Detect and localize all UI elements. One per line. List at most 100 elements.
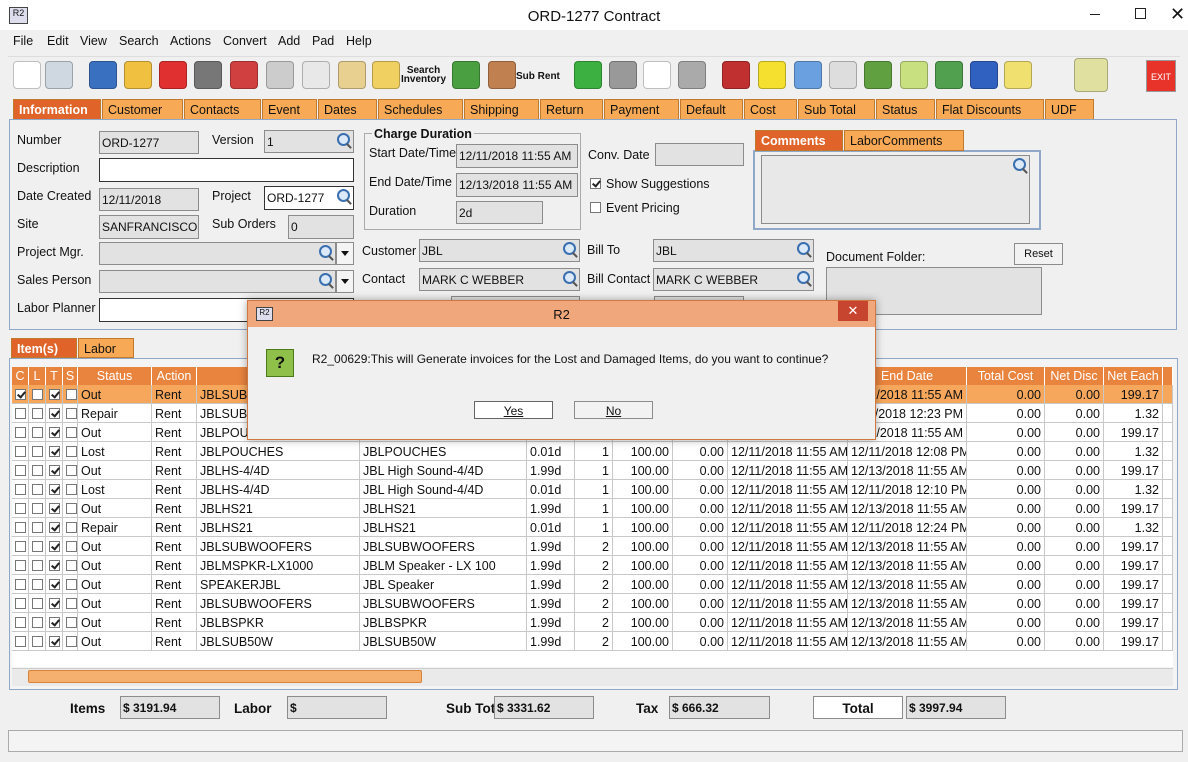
table-cell[interactable]: 2	[575, 556, 613, 575]
menu-item[interactable]: View	[80, 34, 107, 48]
row-checkbox[interactable]	[15, 427, 26, 438]
toolbar-icon[interactable]	[266, 61, 294, 89]
table-cell[interactable]: 1/2018 12:23 PM	[848, 404, 967, 423]
row-checkbox[interactable]	[49, 446, 60, 457]
table-cell[interactable]: Rent	[152, 442, 197, 461]
table-cell[interactable]: Out	[78, 423, 152, 442]
table-cell[interactable]: 0.00	[1045, 613, 1104, 632]
table-cell[interactable]: 0.00	[1045, 632, 1104, 651]
table-cell[interactable]: 12/13/2018 11:55 AM	[848, 461, 967, 480]
table-cell[interactable]: 0.01d	[527, 518, 575, 537]
table-cell[interactable]: 0.00	[967, 613, 1045, 632]
menu-item[interactable]: Pad	[312, 34, 335, 48]
row-checkbox[interactable]	[15, 446, 26, 457]
table-cell[interactable]: SPEAKERJBL	[197, 575, 360, 594]
table-cell[interactable]: 12/11/2018 12:08 PM	[848, 442, 967, 461]
row-checkbox[interactable]	[15, 484, 26, 495]
table-cell[interactable]: 0.01d	[527, 442, 575, 461]
table-cell[interactable]: 100.00	[613, 537, 673, 556]
contact-field[interactable]: MARK C WEBBER	[419, 268, 580, 291]
table-cell[interactable]: 0.00	[967, 632, 1045, 651]
customer-field[interactable]: JBL	[419, 239, 580, 262]
table-cell[interactable]: 12/11/2018 11:55 AM	[728, 461, 848, 480]
table-cell[interactable]: 1.99d	[527, 461, 575, 480]
toolbar-icon[interactable]	[722, 61, 750, 89]
tab[interactable]: Item(s)	[11, 338, 77, 358]
end-date-field[interactable]: 12/13/2018 11:55 AM	[456, 173, 578, 197]
table-cell[interactable]: Rent	[152, 613, 197, 632]
reset-button[interactable]: Reset	[1014, 243, 1063, 265]
dropdown-button[interactable]	[336, 270, 354, 293]
row-checkbox[interactable]	[66, 560, 77, 571]
table-cell[interactable]: 12/11/2018 11:55 AM	[728, 518, 848, 537]
row-checkbox[interactable]	[49, 522, 60, 533]
tab[interactable]: UDF	[1045, 99, 1094, 120]
table-cell[interactable]: 199.17	[1104, 632, 1163, 651]
column-header[interactable]: End Date	[848, 367, 967, 385]
sales-person-field[interactable]	[99, 270, 336, 293]
toolbar-icon[interactable]	[372, 61, 400, 89]
row-checkbox[interactable]	[66, 427, 77, 438]
row-checkbox[interactable]	[66, 598, 77, 609]
menu-item[interactable]: Edit	[47, 34, 69, 48]
table-cell[interactable]: 199.17	[1104, 575, 1163, 594]
table-cell[interactable]: JBLHS21	[360, 499, 527, 518]
row-checkbox[interactable]	[49, 503, 60, 514]
toolbar-icon[interactable]	[488, 61, 516, 89]
project-field[interactable]: ORD-1277	[264, 186, 354, 210]
table-cell[interactable]: 0.00	[673, 556, 728, 575]
table-cell[interactable]: 100.00	[613, 594, 673, 613]
table-cell[interactable]: Out	[78, 632, 152, 651]
row-checkbox[interactable]	[32, 389, 43, 400]
table-cell[interactable]: 1.99d	[527, 499, 575, 518]
sub-rent-button[interactable]: Sub Rent	[516, 71, 560, 82]
toolbar-icon[interactable]	[758, 61, 786, 89]
row-checkbox[interactable]	[66, 446, 77, 457]
table-cell[interactable]: 0.00	[673, 613, 728, 632]
scroll-thumb[interactable]	[28, 670, 422, 683]
table-cell[interactable]: Rent	[152, 423, 197, 442]
table-cell[interactable]: 0.00	[673, 594, 728, 613]
row-checkbox[interactable]	[15, 465, 26, 476]
table-cell[interactable]: Rent	[152, 556, 197, 575]
table-cell[interactable]: 1.99d	[527, 537, 575, 556]
tab[interactable]: Status	[876, 99, 935, 120]
table-cell[interactable]: 0.00	[1045, 518, 1104, 537]
row-checkbox[interactable]	[49, 541, 60, 552]
table-cell[interactable]: JBL High Sound-4/4D	[360, 461, 527, 480]
column-header[interactable]: L	[29, 367, 46, 385]
table-cell[interactable]: JBLHS21	[197, 499, 360, 518]
table-cell[interactable]: 199.17	[1104, 423, 1163, 442]
table-cell[interactable]: Out	[78, 556, 152, 575]
table-cell[interactable]: JBLMSPKR-LX1000	[197, 556, 360, 575]
table-cell[interactable]: JBLPOUCHES	[197, 442, 360, 461]
table-cell[interactable]: Repair	[78, 404, 152, 423]
toolbar-icon[interactable]	[1004, 61, 1032, 89]
row-checkbox[interactable]	[15, 636, 26, 647]
dropdown-button[interactable]	[336, 242, 354, 265]
table-cell[interactable]: 1.32	[1104, 518, 1163, 537]
table-cell[interactable]: 0.00	[1045, 461, 1104, 480]
table-cell[interactable]: 100.00	[613, 518, 673, 537]
start-date-field[interactable]: 12/11/2018 11:55 AM	[456, 144, 578, 168]
row-checkbox[interactable]	[66, 465, 77, 476]
table-cell[interactable]: 0.00	[1045, 575, 1104, 594]
table-cell[interactable]: 0.00	[1045, 499, 1104, 518]
table-cell[interactable]: 199.17	[1104, 594, 1163, 613]
tab[interactable]: Sub Total	[798, 99, 875, 120]
table-cell[interactable]: 1.32	[1104, 480, 1163, 499]
table-cell[interactable]: Rent	[152, 480, 197, 499]
table-cell[interactable]: 1.99d	[527, 575, 575, 594]
table-cell[interactable]: 100.00	[613, 556, 673, 575]
description-field[interactable]	[99, 158, 354, 182]
table-cell[interactable]: 12/13/2018 11:55 AM	[848, 613, 967, 632]
table-cell[interactable]: 0.00	[1045, 480, 1104, 499]
tab[interactable]: Cost	[744, 99, 797, 120]
table-cell[interactable]: 1	[575, 461, 613, 480]
tab[interactable]: Default	[680, 99, 743, 120]
table-cell[interactable]: JBL Speaker	[360, 575, 527, 594]
table-cell[interactable]: JBLSUBWOOFERS	[197, 594, 360, 613]
table-cell[interactable]: 0.00	[673, 518, 728, 537]
tab[interactable]: Payment	[604, 99, 679, 120]
site-field[interactable]: SANFRANCISCO	[99, 215, 199, 239]
